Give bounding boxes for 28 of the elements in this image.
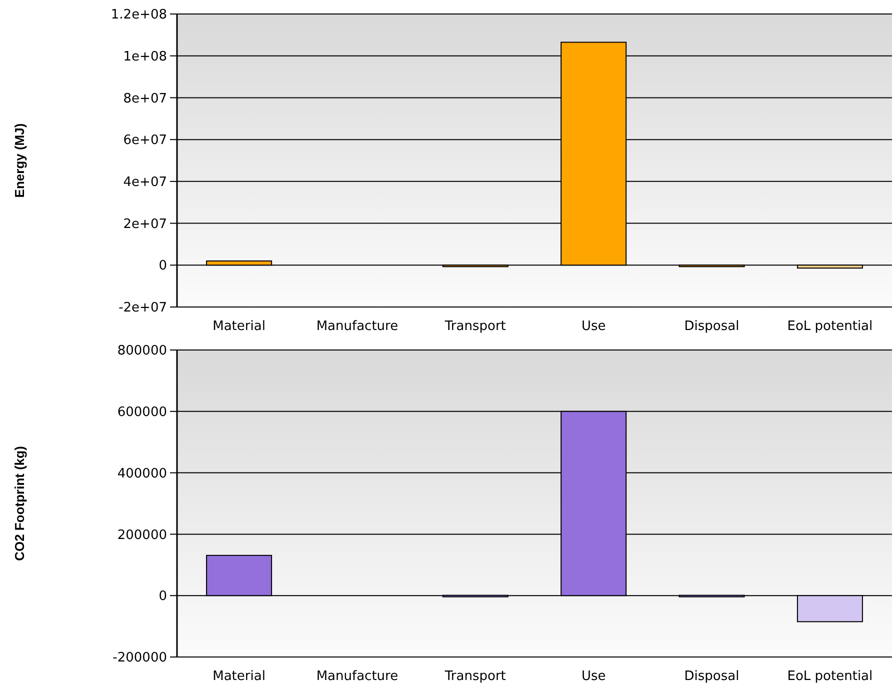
x-tick-label: Use (581, 669, 606, 684)
x-tick-label: Transport (444, 319, 506, 334)
y-tick-label: 0 (158, 589, 167, 604)
y-tick-label: 200000 (117, 528, 167, 543)
x-tick-label: Use (581, 319, 606, 334)
y-tick-label: 1.2e+08 (110, 8, 167, 23)
x-tick-label: Disposal (684, 669, 740, 684)
y-tick-label: 0 (158, 258, 167, 274)
x-tick-label: Manufacture (316, 319, 398, 334)
y-tick-label: -2e+07 (118, 300, 167, 316)
y-axis-title: CO2 Footprint (kg) (12, 446, 27, 561)
y-tick-label: 800000 (117, 344, 167, 359)
y-tick-label: 6e+07 (123, 133, 167, 148)
x-tick-label: Disposal (684, 319, 740, 334)
x-tick-label: EoL potential (787, 319, 873, 334)
y-tick-label: 600000 (117, 404, 167, 420)
y-tick-label: 1e+08 (123, 49, 167, 64)
y-tick-label: 400000 (117, 466, 167, 482)
y-tick-label: -200000 (112, 650, 167, 666)
x-tick-label: Material (212, 319, 266, 334)
y-tick-label: 4e+07 (123, 174, 167, 190)
x-tick-label: EoL potential (787, 669, 873, 684)
x-tick-label: Manufacture (316, 669, 398, 684)
x-tick-label: Transport (444, 669, 506, 684)
y-tick-label: 2e+07 (123, 216, 167, 232)
y-axis-title: Energy (MJ) (12, 123, 27, 198)
x-tick-label: Material (212, 669, 266, 684)
y-tick-label: 8e+07 (123, 91, 167, 106)
